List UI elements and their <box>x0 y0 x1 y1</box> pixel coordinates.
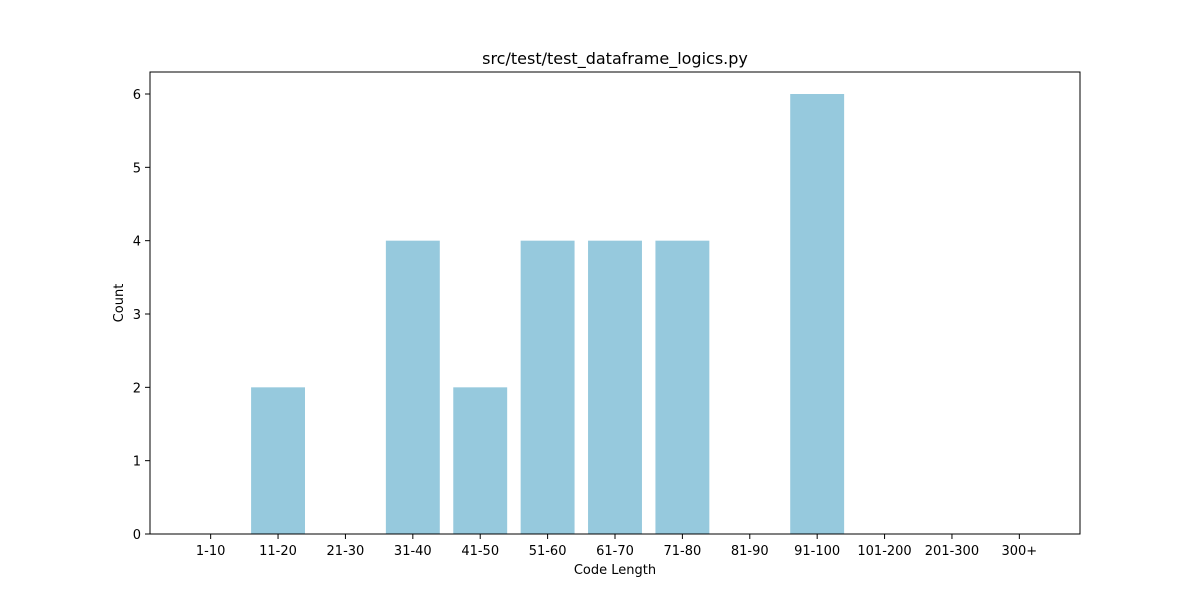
bars-layer <box>251 94 845 534</box>
y-tick-label: 4 <box>133 235 141 250</box>
x-tick-label: 101-200 <box>857 544 911 559</box>
y-tick-label: 5 <box>133 161 141 176</box>
bar-91-100 <box>790 94 845 534</box>
bar-61-70 <box>588 240 642 534</box>
x-tick-label: 81-90 <box>731 544 769 559</box>
x-axis-label: Code Length <box>574 563 656 578</box>
x-tick-label: 91-100 <box>794 544 840 559</box>
bar-41-50 <box>453 387 508 534</box>
y-axis-ticks: 0 1 2 3 4 5 6 <box>133 88 150 543</box>
x-tick-label: 51-60 <box>529 544 567 559</box>
y-tick-label: 1 <box>133 455 141 470</box>
y-tick-label: 2 <box>133 381 141 396</box>
bar-51-60 <box>520 240 575 534</box>
x-tick-label: 1-10 <box>196 544 226 559</box>
x-tick-label: 31-40 <box>394 544 432 559</box>
x-tick-label: 201-300 <box>925 544 979 559</box>
chart-title: src/test/test_dataframe_logics.py <box>482 49 748 69</box>
bar-31-40 <box>385 240 440 534</box>
x-tick-label: 41-50 <box>461 544 499 559</box>
x-tick-label: 21-30 <box>327 544 365 559</box>
bar-11-20 <box>251 387 305 534</box>
x-tick-label: 71-80 <box>664 544 702 559</box>
y-tick-label: 3 <box>133 308 141 323</box>
y-tick-label: 0 <box>133 528 141 543</box>
bar-71-80 <box>655 240 710 534</box>
x-axis-ticks: 1-10 11-20 21-30 31-40 41-50 51-60 61-70 71-80 8… <box>196 534 1037 559</box>
x-tick-label: 61-70 <box>596 544 634 559</box>
x-tick-label: 11-20 <box>259 544 297 559</box>
y-tick-label: 6 <box>133 88 141 103</box>
y-axis-label: Count <box>112 284 127 323</box>
x-tick-label: 300+ <box>1001 544 1037 559</box>
plot-area-frame <box>149 71 1081 535</box>
